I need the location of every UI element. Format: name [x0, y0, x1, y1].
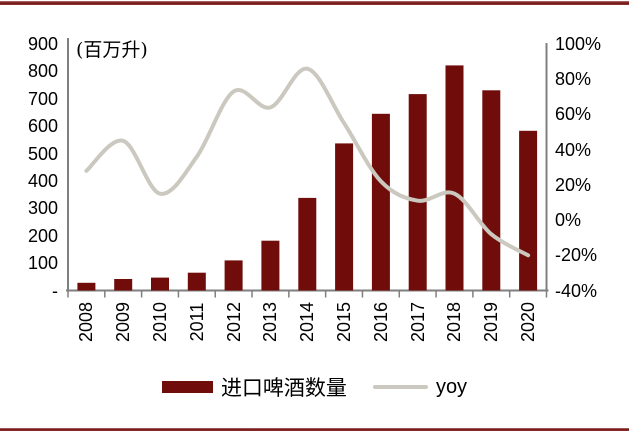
bar-2020 — [519, 130, 538, 291]
right-axis-tick-label: 100% — [555, 34, 602, 54]
bar-2012 — [224, 260, 243, 291]
legend-item-import-beer: 进口啤酒数量 — [161, 372, 347, 402]
right-axis-tick-label: 20% — [555, 175, 592, 195]
bottom-divider-rule — [0, 428, 629, 431]
left-axis-tick-label: 600 — [27, 116, 58, 136]
right-axis-tick-label: -20% — [555, 245, 598, 265]
x-axis-label: 2010 — [150, 301, 170, 343]
right-axis-tick-label: 40% — [555, 140, 592, 160]
bar-2008 — [77, 282, 96, 291]
left-axis-tick-label: 200 — [27, 226, 58, 246]
x-axis-label: 2011 — [187, 302, 207, 342]
bar-2009 — [114, 279, 133, 291]
x-axis-label: 2012 — [224, 301, 244, 343]
left-axis-tick-label: 400 — [27, 171, 58, 191]
right-axis-tick-label: 80% — [555, 69, 592, 89]
x-axis-label: 2008 — [76, 301, 96, 343]
right-axis-tick-label: -40% — [555, 281, 598, 301]
legend-label-import-beer: 进口啤酒数量 — [220, 376, 347, 400]
right-axis-tick-label: 60% — [555, 104, 592, 124]
bar-2017 — [408, 94, 427, 291]
left-axis-tick-label: 100 — [27, 253, 58, 273]
left-axis-tick-label: 300 — [27, 198, 58, 218]
x-axis-label: 2018 — [444, 301, 464, 343]
bar-2019 — [482, 90, 501, 291]
left-axis-tick-label: 500 — [27, 144, 58, 164]
legend-bar-swatch-icon — [161, 381, 213, 393]
x-axis-label: 2014 — [297, 301, 317, 343]
top-divider-rule — [0, 1, 629, 5]
bar-2011 — [187, 272, 206, 291]
axis-unit-label: (百万升) — [76, 39, 148, 61]
bar-2014 — [298, 197, 317, 291]
x-axis-label: 2009 — [113, 301, 133, 343]
bar-2016 — [371, 113, 390, 291]
left-axis-tick-label: 700 — [27, 89, 58, 109]
x-axis-label: 2017 — [408, 301, 428, 343]
x-axis-label: 2015 — [334, 301, 354, 343]
bar-2010 — [151, 277, 169, 291]
chart-legend: 进口啤酒数量 yoy — [0, 372, 629, 402]
x-axis-label: 2013 — [260, 301, 280, 343]
x-axis-label: 2020 — [518, 301, 538, 343]
legend-line-swatch-icon — [372, 385, 428, 389]
left-axis-tick-label: - — [52, 281, 58, 301]
yoy-line — [84, 66, 531, 258]
left-axis-tick-label: 900 — [27, 34, 58, 54]
bar-2018 — [445, 65, 464, 291]
right-axis-tick-label: 0% — [555, 210, 582, 230]
left-axis-tick-label: 800 — [27, 61, 58, 81]
bar-2013 — [261, 240, 280, 291]
bar-2015 — [335, 143, 354, 291]
x-axis-label: 2016 — [371, 301, 391, 343]
x-axis-label: 2019 — [481, 301, 501, 343]
legend-label-yoy: yoy — [435, 375, 468, 398]
legend-item-yoy: yoy — [372, 375, 468, 399]
